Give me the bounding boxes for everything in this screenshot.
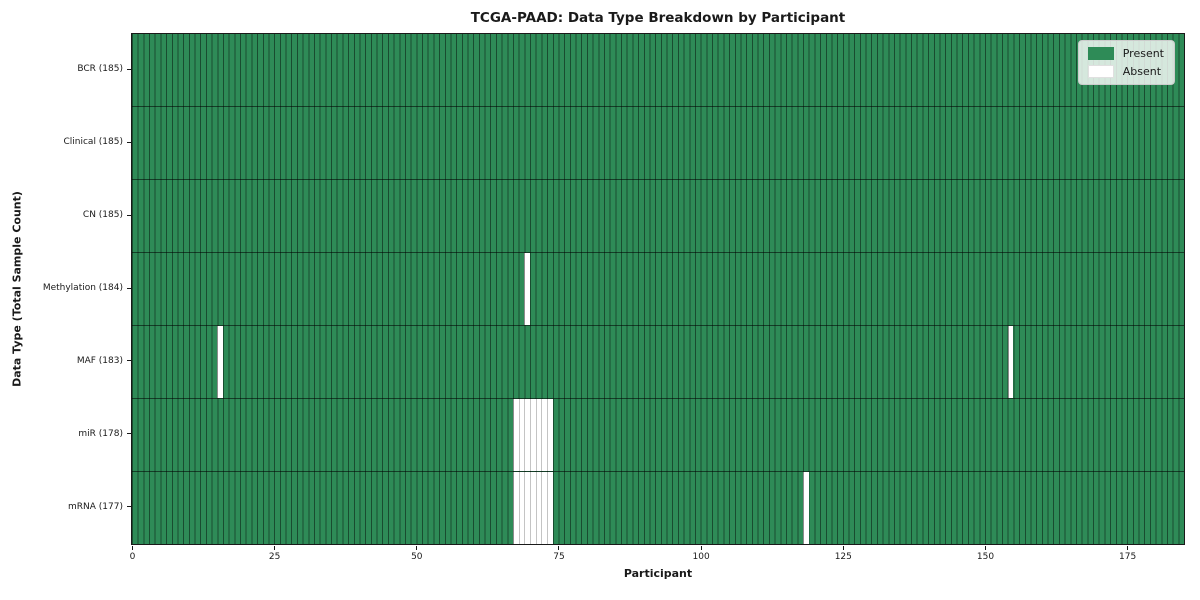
x-tick-mark xyxy=(1127,546,1129,550)
absent-cell xyxy=(524,472,531,544)
absent-cell xyxy=(530,472,536,544)
absent-cell xyxy=(803,472,809,544)
x-tick-label-0: 0 xyxy=(129,552,136,562)
heatmap-rows xyxy=(132,34,1184,544)
absent-cell xyxy=(518,399,525,471)
absent-cell xyxy=(524,399,531,471)
x-axis-label: Participant xyxy=(623,567,693,580)
y-tick-label-maf: MAF (183) xyxy=(76,355,123,366)
y-tick-label-clinical: Clinical (185) xyxy=(63,137,123,148)
absent-cell xyxy=(512,472,519,544)
y-tick-label-methylation: Methylation (184) xyxy=(42,283,123,293)
absent-cell xyxy=(541,472,548,544)
legend-swatch-absent-icon xyxy=(1087,65,1114,78)
x-tick-mark xyxy=(416,546,418,550)
legend-label-absent: Absent xyxy=(1122,65,1162,78)
x-tick-mark xyxy=(984,546,986,550)
x-tick-mark xyxy=(274,546,276,550)
x-tick-label-50: 50 xyxy=(411,552,423,562)
absent-cell xyxy=(524,253,531,325)
absent-cell xyxy=(512,399,519,471)
absent-cell xyxy=(541,399,548,471)
x-tick-mark xyxy=(558,546,560,550)
absent-cell xyxy=(1007,326,1014,398)
heatmap-row-mrna xyxy=(132,472,1184,544)
x-tick-label-125: 125 xyxy=(834,552,852,562)
y-tick-mark xyxy=(127,506,131,508)
y-tick-label-cn: CN (185) xyxy=(82,210,123,221)
absent-cell xyxy=(547,399,553,471)
x-tick-mark xyxy=(132,546,133,550)
legend-swatch-present-icon xyxy=(1087,47,1114,60)
heatmap-row-mir xyxy=(132,399,1184,472)
y-tick-mark xyxy=(127,433,131,435)
heatmap-row-methylation xyxy=(132,253,1184,326)
heatmap-row-bcr xyxy=(132,34,1184,107)
y-tick-mark xyxy=(127,287,131,289)
legend-item-present: Present xyxy=(1087,47,1164,60)
y-tick-mark xyxy=(127,141,131,143)
absent-cell xyxy=(535,399,542,471)
heatmap-row-clinical xyxy=(132,107,1184,180)
absent-cell xyxy=(530,399,536,471)
y-tick-mark xyxy=(127,360,131,362)
legend-label-present: Present xyxy=(1122,47,1164,60)
absent-cell xyxy=(518,472,525,544)
y-tick-label-mir: miR (178) xyxy=(78,428,123,439)
x-tick-label-100: 100 xyxy=(692,552,710,562)
absent-cell xyxy=(535,472,542,544)
absent-cell xyxy=(547,472,553,544)
y-axis-ticks: BCR (185) Clinical (185) CN (185) Methylati… xyxy=(0,33,131,545)
x-tick-label-75: 75 xyxy=(553,552,565,562)
y-tick-label-bcr: BCR (185) xyxy=(77,64,123,75)
heatmap-row-cn xyxy=(132,180,1184,253)
y-tick-label-mrna: mRNA (177) xyxy=(68,501,123,512)
x-tick-label-175: 175 xyxy=(1119,552,1137,562)
y-tick-mark xyxy=(127,214,131,216)
x-tick-label-25: 25 xyxy=(268,552,281,562)
x-tick-mark xyxy=(842,546,844,550)
x-axis-ticks: 0 25 50 75 100 125 150 175 xyxy=(129,546,1185,572)
absent-cell xyxy=(217,326,223,398)
legend-item-absent: Absent xyxy=(1087,65,1164,78)
x-tick-label-150: 150 xyxy=(976,552,995,562)
x-tick-mark xyxy=(700,546,702,550)
legend: Present Absent xyxy=(1077,40,1175,85)
y-tick-mark xyxy=(127,68,131,70)
heatmap-row-maf xyxy=(132,326,1184,399)
chart-title: TCGA-PAAD: Data Type Breakdown by Partic… xyxy=(470,10,846,26)
plot-area: Present Absent xyxy=(131,33,1185,545)
